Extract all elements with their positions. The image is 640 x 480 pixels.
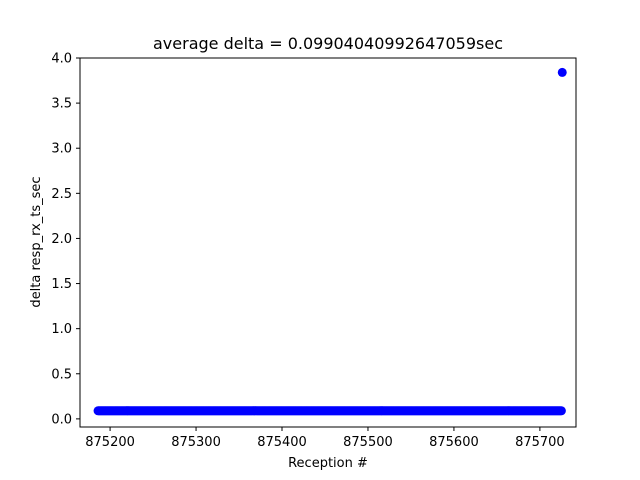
data-point <box>556 406 566 416</box>
x-axis-ticks: 875200 875300 875400 875500 875600 875700 <box>85 427 565 450</box>
plot-frame <box>79 57 577 428</box>
x-tick-label: 875700 <box>515 435 565 450</box>
y-tick-label: 0.0 <box>51 412 72 427</box>
x-tick-label: 875500 <box>343 435 393 450</box>
data-point <box>557 67 567 77</box>
chart-title: average delta = 0.09904040992647059sec <box>153 34 503 53</box>
y-axis-label: delta resp_rx_ts_sec <box>29 176 44 307</box>
x-tick-label: 875200 <box>85 435 135 450</box>
data-points <box>93 67 567 416</box>
y-axis-ticks: 0.0 0.5 1.0 1.5 2.0 2.5 3.0 3.5 4.0 <box>51 52 80 427</box>
y-tick-label: 3.5 <box>51 97 72 112</box>
y-tick-label: 0.5 <box>51 367 72 382</box>
y-tick-label: 4.0 <box>51 52 72 67</box>
y-tick-label: 2.0 <box>51 232 72 247</box>
y-tick-label: 2.5 <box>51 187 72 202</box>
y-tick-label: 1.0 <box>51 322 72 337</box>
x-tick-label: 875300 <box>171 435 221 450</box>
y-tick-label: 1.5 <box>51 277 72 292</box>
x-axis-label: Reception # <box>288 456 368 471</box>
x-tick-label: 875600 <box>429 435 479 450</box>
x-tick-label: 875400 <box>257 435 307 450</box>
y-tick-label: 3.0 <box>51 142 72 157</box>
